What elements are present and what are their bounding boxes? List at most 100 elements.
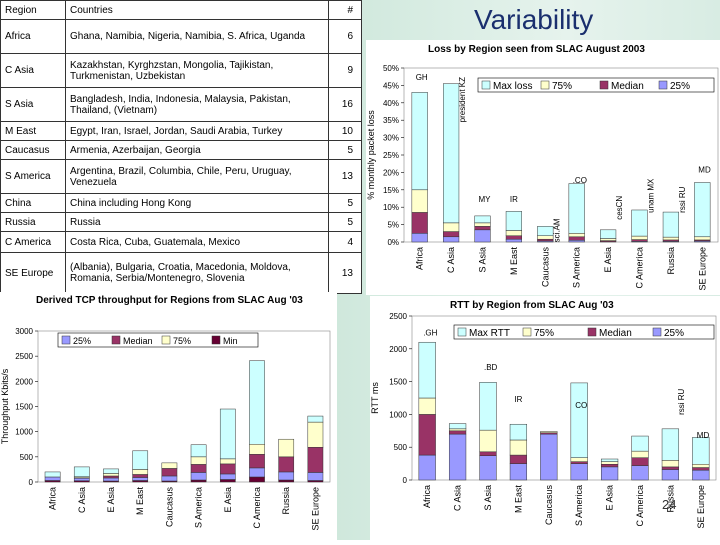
legend-label: Median: [611, 81, 644, 92]
bar-max-loss: [600, 230, 616, 239]
bar-median: [133, 474, 148, 477]
legend-swatch: [600, 81, 608, 89]
bar-75-: [480, 430, 497, 452]
x-tick-label: S America: [574, 485, 584, 526]
bar-max-loss: [694, 182, 710, 236]
region-cell: C America: [1, 232, 66, 253]
y-axis-label: RTT ms: [370, 382, 380, 414]
countries-cell: (Albania), Bulgaria, Croatia, Macedonia,…: [66, 253, 329, 294]
loss-chart: Loss by Region seen from SLAC August 200…: [366, 40, 720, 295]
bar-max-rtt: [449, 424, 466, 429]
bar-max: [220, 409, 235, 459]
bar-median: [103, 476, 118, 478]
bar-25-: [510, 464, 527, 480]
bar-25-: [162, 476, 177, 481]
bar-max-loss: [443, 84, 459, 223]
annotation-label: IR: [510, 195, 518, 204]
y-tick-label: 15%: [383, 186, 399, 195]
annotation-label: unam MX: [647, 178, 656, 213]
x-tick-label: Africa: [48, 487, 58, 510]
x-tick-label: E Asia: [223, 487, 233, 513]
bar-max: [191, 445, 206, 457]
bar-max-loss: [663, 212, 679, 237]
bar-75-: [419, 398, 436, 414]
annotation-label: MD: [697, 431, 710, 440]
bar-25-: [412, 233, 428, 242]
legend-swatch: [482, 81, 490, 89]
legend-swatch: [212, 336, 220, 344]
bar-75-: [600, 239, 616, 241]
legend-swatch: [62, 336, 70, 344]
legend-label: Median: [123, 336, 153, 346]
bar-75-: [449, 429, 466, 431]
table-row: SE Europe(Albania), Bulgaria, Croatia, M…: [1, 253, 362, 294]
count-cell: 13: [329, 160, 362, 194]
header-count: #: [329, 1, 362, 20]
legend-label: Max RTT: [469, 328, 510, 339]
bar-median: [279, 457, 294, 472]
countries-cell: Bangladesh, India, Indonesia, Malaysia, …: [66, 88, 329, 122]
count-cell: 10: [329, 122, 362, 141]
bar-median: [162, 468, 177, 476]
bar-max-rtt: [692, 437, 709, 464]
count-cell: 16: [329, 88, 362, 122]
bar-max-rtt: [662, 429, 679, 460]
x-tick-label: S Asia: [478, 247, 488, 273]
y-tick-label: 500: [20, 453, 34, 462]
bar-75-: [632, 451, 649, 458]
annotation-label: rssi RU: [678, 186, 687, 212]
bar-75-: [540, 431, 557, 432]
bar-median: [449, 431, 466, 434]
legend-swatch: [588, 328, 596, 336]
x-tick-label: Caucasus: [164, 487, 174, 528]
bar-75-: [662, 460, 679, 467]
bar-median: [475, 226, 491, 229]
bar-median: [601, 464, 618, 467]
x-tick-label: C Asia: [446, 247, 456, 273]
bar-25-: [279, 472, 294, 480]
bar-75-: [412, 190, 428, 213]
bar-median: [632, 458, 649, 466]
x-tick-label: S America: [572, 247, 582, 288]
annotation-label: .BD: [484, 363, 498, 372]
y-tick-label: 30%: [383, 134, 399, 143]
countries-cell: Russia: [66, 213, 329, 232]
bar-75-: [162, 463, 177, 469]
bar-max-rtt: [571, 383, 588, 458]
bar-25-: [308, 472, 323, 480]
bar-75-: [249, 444, 264, 454]
bar-25-: [133, 477, 148, 480]
bar-25-: [569, 240, 585, 242]
legend-swatch: [162, 336, 170, 344]
legend-swatch: [458, 328, 466, 336]
bar-max-loss: [475, 216, 491, 223]
legend-label: 75%: [173, 336, 191, 346]
x-tick-label: SE Europe: [697, 247, 707, 291]
y-tick-label: 50%: [383, 64, 399, 73]
bar-25-: [571, 464, 588, 480]
bar-25-: [419, 455, 436, 480]
bar-max-loss: [412, 92, 428, 189]
x-tick-label: Russia: [281, 487, 291, 515]
bar-max: [249, 361, 264, 445]
annotation-label: CO: [575, 401, 587, 410]
bar-75-: [279, 439, 294, 457]
y-tick-label: 2500: [389, 312, 407, 321]
countries-cell: Ghana, Namibia, Nigeria, Namibia, S. Afr…: [66, 20, 329, 54]
bar-median: [412, 212, 428, 233]
y-tick-label: 5%: [387, 221, 399, 230]
region-cell: Africa: [1, 20, 66, 54]
x-tick-label: C America: [635, 247, 645, 289]
x-tick-label: E Asia: [603, 247, 613, 273]
bar-min: [249, 477, 264, 482]
bar-median: [632, 240, 648, 242]
bar-max-rtt: [480, 382, 497, 430]
x-tick-label: S Asia: [483, 485, 493, 511]
bar-median: [537, 239, 553, 241]
